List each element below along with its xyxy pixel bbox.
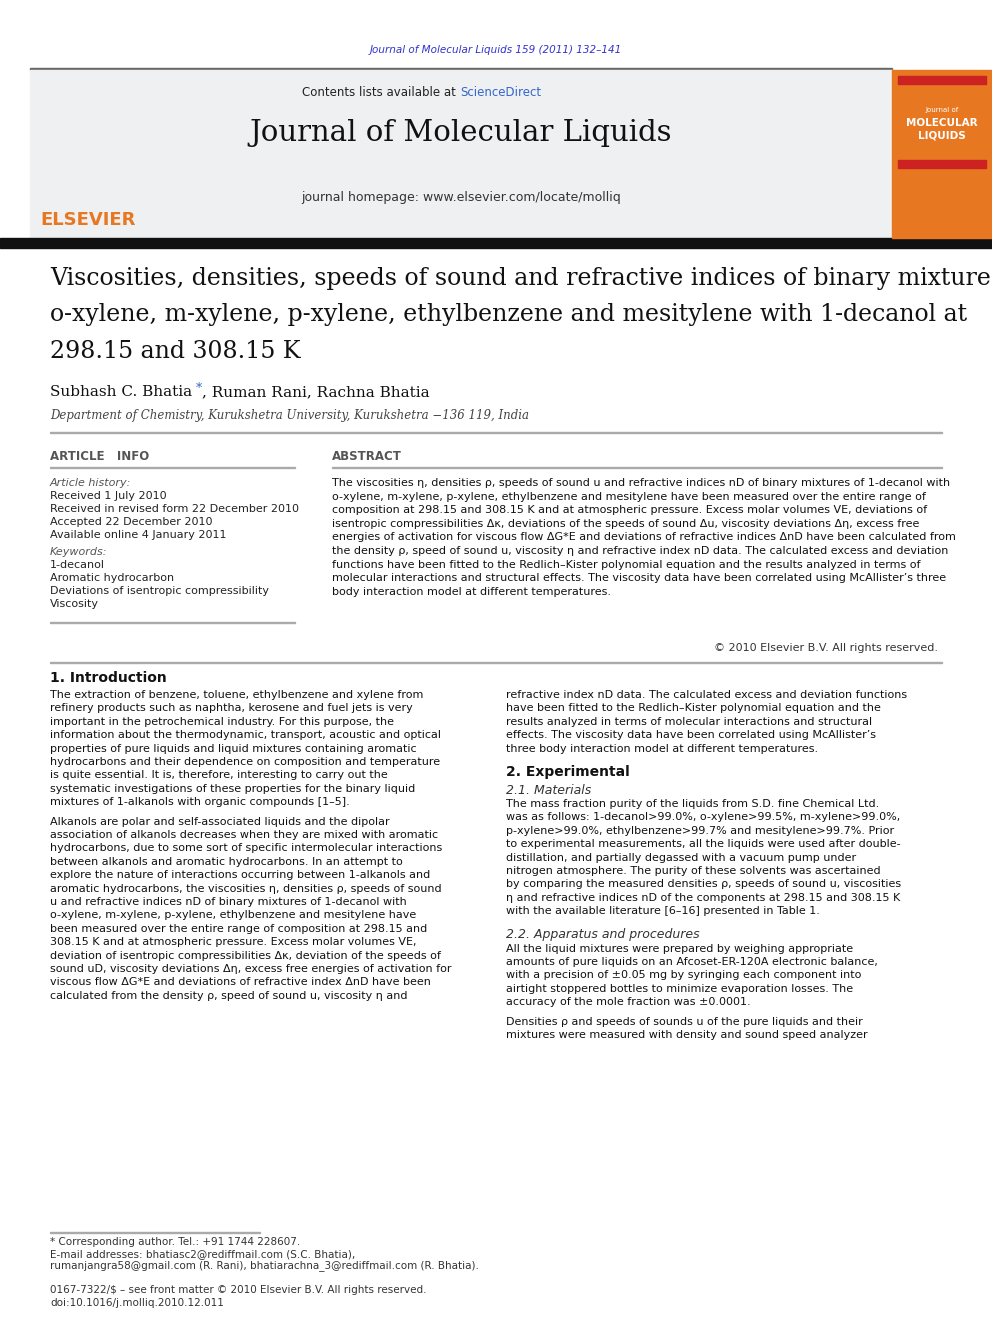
Text: 298.15 and 308.15 K: 298.15 and 308.15 K (50, 340, 301, 364)
Bar (30, 67, 892, 70)
Text: refinery products such as naphtha, kerosene and fuel jets is very: refinery products such as naphtha, keros… (50, 704, 413, 713)
Text: to experimental measurements, all the liquids were used after double-: to experimental measurements, all the li… (506, 839, 901, 849)
Text: o-xylene, m-xylene, p-xylene, ethylbenzene and mesitylene with 1-decanol at: o-xylene, m-xylene, p-xylene, ethylbenze… (50, 303, 967, 327)
Text: is quite essential. It is, therefore, interesting to carry out the: is quite essential. It is, therefore, in… (50, 770, 388, 781)
Text: mixtures were measured with density and sound speed analyzer: mixtures were measured with density and … (506, 1031, 868, 1040)
Text: Accepted 22 December 2010: Accepted 22 December 2010 (50, 517, 212, 527)
Text: 2.1. Materials: 2.1. Materials (506, 783, 591, 796)
Text: isentropic compressibilities Δκ, deviations of the speeds of sound Δu, viscosity: isentropic compressibilities Δκ, deviati… (332, 519, 920, 529)
Text: with a precision of ±0.05 mg by syringing each component into: with a precision of ±0.05 mg by syringin… (506, 970, 861, 980)
Text: 1-decanol: 1-decanol (50, 560, 105, 570)
Text: u and refractive indices nD of binary mixtures of 1-decanol with: u and refractive indices nD of binary mi… (50, 897, 407, 908)
Text: The extraction of benzene, toluene, ethylbenzene and xylene from: The extraction of benzene, toluene, ethy… (50, 691, 424, 700)
Text: Viscosity: Viscosity (50, 599, 99, 609)
Text: ELSEVIER: ELSEVIER (41, 210, 136, 229)
Text: Subhash C. Bhatia: Subhash C. Bhatia (50, 385, 192, 400)
Text: mixtures of 1-alkanols with organic compounds [1–5].: mixtures of 1-alkanols with organic comp… (50, 798, 350, 807)
Text: rumanjangra58@gmail.com (R. Rani), bhatiarachna_3@rediffmail.com (R. Bhatia).: rumanjangra58@gmail.com (R. Rani), bhati… (50, 1261, 479, 1271)
Text: η and refractive indices nD of the components at 298.15 and 308.15 K: η and refractive indices nD of the compo… (506, 893, 901, 902)
Text: between alkanols and aromatic hydrocarbons. In an attempt to: between alkanols and aromatic hydrocarbo… (50, 857, 403, 867)
Text: results analyzed in terms of molecular interactions and structural: results analyzed in terms of molecular i… (506, 717, 872, 726)
Text: nitrogen atmosphere. The purity of these solvents was ascertained: nitrogen atmosphere. The purity of these… (506, 867, 881, 876)
Text: journal homepage: www.elsevier.com/locate/molliq: journal homepage: www.elsevier.com/locat… (302, 192, 621, 205)
Text: with the available literature [6–16] presented in Table 1.: with the available literature [6–16] pre… (506, 906, 819, 917)
Text: Densities ρ and speeds of sounds u of the pure liquids and their: Densities ρ and speeds of sounds u of th… (506, 1016, 863, 1027)
Text: accuracy of the mole fraction was ±0.0001.: accuracy of the mole fraction was ±0.000… (506, 998, 751, 1007)
Text: functions have been fitted to the Redlich–Kister polynomial equation and the res: functions have been fitted to the Redlic… (332, 560, 921, 570)
Text: important in the petrochemical industry. For this purpose, the: important in the petrochemical industry.… (50, 717, 394, 726)
Text: MOLECULAR: MOLECULAR (906, 118, 978, 128)
Text: Received 1 July 2010: Received 1 July 2010 (50, 491, 167, 501)
Bar (892, 70, 992, 238)
Bar (898, 160, 986, 168)
Bar (898, 75, 986, 83)
Text: explore the nature of interactions occurring between 1-alkanols and: explore the nature of interactions occur… (50, 871, 431, 880)
Text: * Corresponding author. Tel.: +91 1744 228607.: * Corresponding author. Tel.: +91 1744 2… (50, 1237, 301, 1248)
Bar (30, 70, 892, 238)
Text: information about the thermodynamic, transport, acoustic and optical: information about the thermodynamic, tra… (50, 730, 441, 740)
Text: composition at 298.15 and 308.15 K and at atmospheric pressure. Excess molar vol: composition at 298.15 and 308.15 K and a… (332, 505, 928, 515)
Text: Available online 4 January 2011: Available online 4 January 2011 (50, 531, 226, 540)
Text: molecular interactions and structural effects. The viscosity data have been corr: molecular interactions and structural ef… (332, 573, 946, 583)
Text: amounts of pure liquids on an Afcoset-ER-120A electronic balance,: amounts of pure liquids on an Afcoset-ER… (506, 957, 878, 967)
Text: the density ρ, speed of sound u, viscosity η and refractive index nD data. The c: the density ρ, speed of sound u, viscosi… (332, 546, 948, 556)
Text: All the liquid mixtures were prepared by weighing appropriate: All the liquid mixtures were prepared by… (506, 943, 853, 954)
Text: © 2010 Elsevier B.V. All rights reserved.: © 2010 Elsevier B.V. All rights reserved… (714, 643, 938, 654)
Text: Keywords:: Keywords: (50, 546, 107, 557)
Text: systematic investigations of these properties for the binary liquid: systematic investigations of these prope… (50, 783, 416, 794)
Text: sound uD, viscosity deviations Δη, excess free energies of activation for: sound uD, viscosity deviations Δη, exces… (50, 964, 451, 974)
Text: 2.2. Apparatus and procedures: 2.2. Apparatus and procedures (506, 929, 699, 941)
Text: 1. Introduction: 1. Introduction (50, 671, 167, 685)
Text: deviation of isentropic compressibilities Δκ, deviation of the speeds of: deviation of isentropic compressibilitie… (50, 951, 440, 960)
Text: LIQUIDS: LIQUIDS (919, 131, 966, 142)
Text: energies of activation for viscous flow ΔG*E and deviations of refractive indice: energies of activation for viscous flow … (332, 532, 956, 542)
Text: , Ruman Rani, Rachna Bhatia: , Ruman Rani, Rachna Bhatia (202, 385, 430, 400)
Text: by comparing the measured densities ρ, speeds of sound u, viscosities: by comparing the measured densities ρ, s… (506, 880, 901, 889)
Text: ABSTRACT: ABSTRACT (332, 451, 402, 463)
Text: Viscosities, densities, speeds of sound and refractive indices of binary mixture: Viscosities, densities, speeds of sound … (50, 266, 992, 290)
Text: *: * (196, 381, 202, 394)
Text: The viscosities η, densities ρ, speeds of sound u and refractive indices nD of b: The viscosities η, densities ρ, speeds o… (332, 478, 950, 488)
Text: Deviations of isentropic compressibility: Deviations of isentropic compressibility (50, 586, 269, 595)
Text: association of alkanols decreases when they are mixed with aromatic: association of alkanols decreases when t… (50, 830, 438, 840)
Text: doi:10.1016/j.molliq.2010.12.011: doi:10.1016/j.molliq.2010.12.011 (50, 1298, 224, 1308)
Text: p-xylene>99.0%, ethylbenzene>99.7% and mesitylene>99.7%. Prior: p-xylene>99.0%, ethylbenzene>99.7% and m… (506, 826, 894, 836)
Text: distillation, and partially degassed with a vacuum pump under: distillation, and partially degassed wit… (506, 852, 856, 863)
Text: Journal of: Journal of (926, 107, 958, 112)
Text: viscous flow ΔG*E and deviations of refractive index ΔnD have been: viscous flow ΔG*E and deviations of refr… (50, 978, 431, 987)
Text: Article history:: Article history: (50, 478, 131, 488)
Text: Alkanols are polar and self-associated liquids and the dipolar: Alkanols are polar and self-associated l… (50, 816, 390, 827)
Text: properties of pure liquids and liquid mixtures containing aromatic: properties of pure liquids and liquid mi… (50, 744, 417, 754)
Text: ScienceDirect: ScienceDirect (460, 86, 541, 98)
Text: Department of Chemistry, Kurukshetra University, Kurukshetra −136 119, India: Department of Chemistry, Kurukshetra Uni… (50, 409, 529, 422)
Text: Journal of Molecular Liquids 159 (2011) 132–141: Journal of Molecular Liquids 159 (2011) … (370, 45, 622, 56)
Text: body interaction model at different temperatures.: body interaction model at different temp… (332, 587, 611, 597)
Text: The mass fraction purity of the liquids from S.D. fine Chemical Ltd.: The mass fraction purity of the liquids … (506, 799, 879, 808)
Text: aromatic hydrocarbons, the viscosities η, densities ρ, speeds of sound: aromatic hydrocarbons, the viscosities η… (50, 884, 441, 893)
Text: Journal of Molecular Liquids: Journal of Molecular Liquids (250, 119, 673, 147)
Text: three body interaction model at different temperatures.: three body interaction model at differen… (506, 744, 818, 754)
Text: 308.15 K and at atmospheric pressure. Excess molar volumes VE,: 308.15 K and at atmospheric pressure. Ex… (50, 937, 417, 947)
Text: Received in revised form 22 December 2010: Received in revised form 22 December 201… (50, 504, 299, 515)
Text: 2. Experimental: 2. Experimental (506, 765, 630, 779)
Text: been measured over the entire range of composition at 298.15 and: been measured over the entire range of c… (50, 923, 428, 934)
Text: hydrocarbons and their dependence on composition and temperature: hydrocarbons and their dependence on com… (50, 757, 440, 767)
Text: o-xylene, m-xylene, p-xylene, ethylbenzene and mesitylene have: o-xylene, m-xylene, p-xylene, ethylbenze… (50, 910, 417, 921)
Bar (0, 238, 992, 247)
Text: 0167-7322/$ – see front matter © 2010 Elsevier B.V. All rights reserved.: 0167-7322/$ – see front matter © 2010 El… (50, 1285, 427, 1295)
Text: refractive index nD data. The calculated excess and deviation functions: refractive index nD data. The calculated… (506, 691, 907, 700)
Text: hydrocarbons, due to some sort of specific intermolecular interactions: hydrocarbons, due to some sort of specif… (50, 843, 442, 853)
Text: E-mail addresses: bhatiasc2@rediffmail.com (S.C. Bhatia),: E-mail addresses: bhatiasc2@rediffmail.c… (50, 1249, 355, 1259)
Text: calculated from the density ρ, speed of sound u, viscosity η and: calculated from the density ρ, speed of … (50, 991, 408, 1000)
Text: o-xylene, m-xylene, p-xylene, ethylbenzene and mesitylene have been measured ove: o-xylene, m-xylene, p-xylene, ethylbenze… (332, 492, 926, 501)
Text: airtight stoppered bottles to minimize evaporation losses. The: airtight stoppered bottles to minimize e… (506, 984, 853, 994)
Text: Contents lists available at: Contents lists available at (303, 86, 460, 98)
Text: have been fitted to the Redlich–Kister polynomial equation and the: have been fitted to the Redlich–Kister p… (506, 704, 881, 713)
Text: was as follows: 1-decanol>99.0%, o-xylene>99.5%, m-xylene>99.0%,: was as follows: 1-decanol>99.0%, o-xylen… (506, 812, 901, 823)
Text: ARTICLE   INFO: ARTICLE INFO (50, 451, 149, 463)
Text: effects. The viscosity data have been correlated using McAllister’s: effects. The viscosity data have been co… (506, 730, 876, 740)
Text: Aromatic hydrocarbon: Aromatic hydrocarbon (50, 573, 175, 583)
